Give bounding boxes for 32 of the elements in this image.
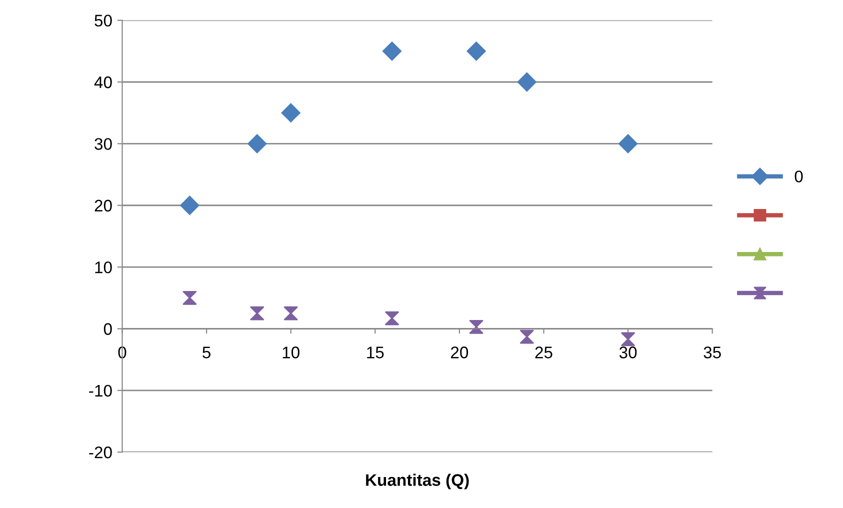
point	[517, 72, 536, 92]
point	[281, 103, 300, 122]
x-tick-label: 20	[451, 346, 468, 358]
x-tick-label: 35	[704, 346, 721, 358]
point	[250, 306, 264, 320]
legend-label: 0	[794, 170, 803, 182]
point	[180, 196, 200, 215]
y-tick-label: 40	[94, 76, 112, 88]
point	[385, 311, 399, 326]
y-tick-label: 10	[95, 261, 112, 274]
point	[284, 306, 298, 320]
y-tick-label: 50	[94, 14, 112, 27]
point	[182, 290, 197, 305]
x-tick-label: 25	[535, 346, 552, 358]
point	[469, 320, 484, 334]
x-tick-label: 30	[619, 346, 637, 358]
y-tick-label: 0	[104, 323, 112, 335]
point	[248, 134, 267, 154]
x-axis-title: Kuantitas (Q)	[366, 474, 469, 490]
x-tick-label: 5	[202, 346, 210, 358]
point	[466, 42, 486, 61]
point	[621, 332, 635, 346]
x-tick-label: 15	[367, 346, 384, 358]
point	[520, 330, 534, 344]
y-tick-label: 30	[94, 138, 112, 150]
y-tick-label: -10	[89, 384, 112, 397]
point	[618, 134, 638, 154]
point	[382, 42, 402, 61]
y-tick-label: 20	[94, 200, 112, 212]
y-tick-label: -20	[89, 446, 112, 458]
x-tick-label: 10	[282, 346, 300, 358]
x-tick-label: 0	[118, 346, 126, 358]
